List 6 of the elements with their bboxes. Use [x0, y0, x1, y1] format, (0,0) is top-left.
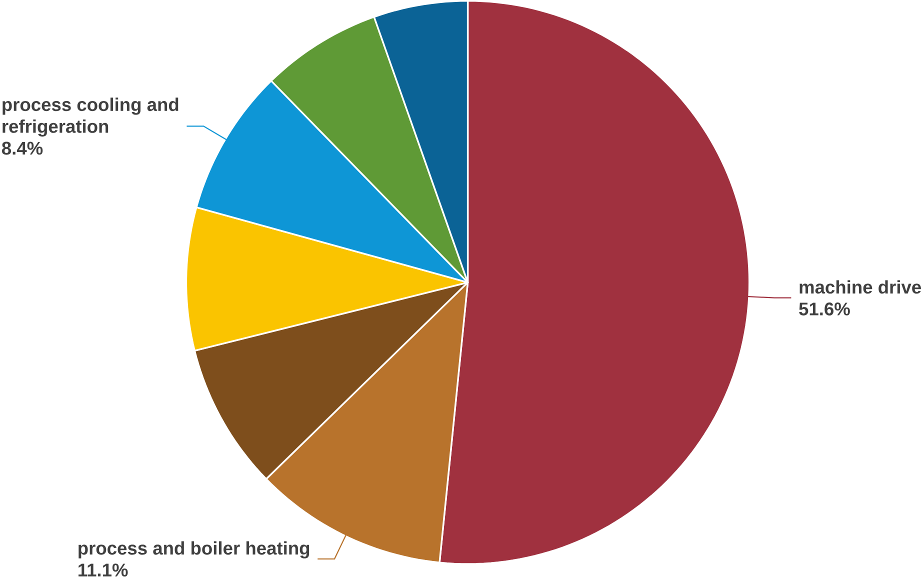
data-label: 8.4% — [2, 142, 43, 155]
data-label: 11.1% — [78, 564, 128, 577]
slice-label: process cooling and refrigeration — [2, 98, 178, 137]
slice-label: machine drive — [800, 280, 921, 294]
data-label: 51.6% — [799, 302, 850, 316]
slice-label: process and boiler heating — [78, 541, 310, 558]
